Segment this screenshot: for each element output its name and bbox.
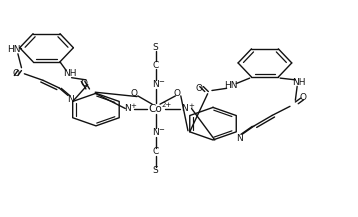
Text: S: S	[153, 43, 159, 52]
Text: 2+: 2+	[161, 102, 171, 108]
Text: N: N	[124, 104, 130, 113]
Text: −: −	[159, 79, 164, 85]
Text: N: N	[68, 95, 74, 104]
Text: Co: Co	[149, 104, 163, 113]
Text: C: C	[153, 61, 159, 70]
Text: NH: NH	[292, 78, 306, 87]
Text: O: O	[13, 69, 20, 78]
Text: O: O	[195, 84, 202, 93]
Text: O: O	[131, 89, 138, 98]
Text: +: +	[131, 103, 136, 109]
Text: N: N	[237, 134, 243, 143]
Text: C: C	[153, 147, 159, 156]
Text: NH: NH	[63, 69, 77, 78]
Text: S: S	[153, 166, 159, 175]
Text: N: N	[153, 80, 159, 89]
Text: N: N	[153, 128, 159, 137]
Text: HN: HN	[8, 45, 21, 54]
Text: HN: HN	[224, 81, 238, 90]
Text: −: −	[159, 127, 164, 133]
Text: N: N	[181, 104, 188, 113]
Text: O: O	[81, 79, 88, 88]
Text: +: +	[188, 103, 194, 109]
Text: O: O	[174, 89, 181, 98]
Text: O: O	[299, 93, 306, 102]
